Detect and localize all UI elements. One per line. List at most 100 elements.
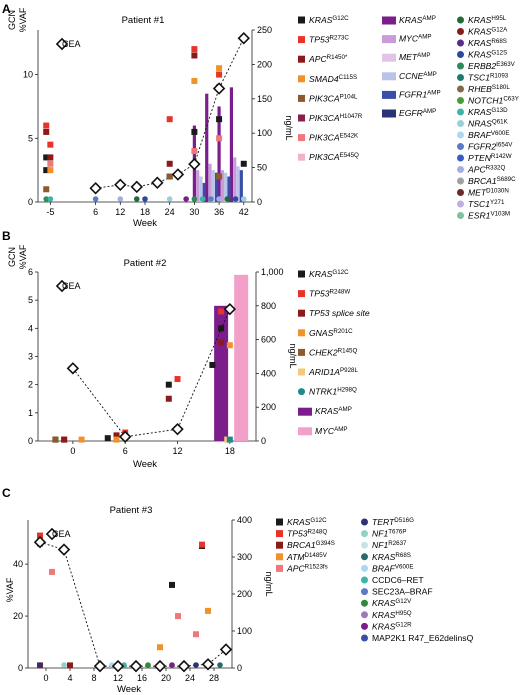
- legend-variant: AMP: [418, 34, 431, 41]
- legend-marker: [298, 407, 312, 416]
- panel-c-legend-item: KRASG12C: [276, 517, 327, 527]
- legend-label: NTRK1H298Q: [309, 387, 357, 397]
- legend-gene: KRAS: [287, 517, 311, 527]
- panel-a-cn-bar: [199, 176, 203, 202]
- legend-label: KRASR68S: [372, 552, 411, 562]
- panel-c-y2tick-label: 200: [237, 589, 252, 599]
- legend-gene: MYC: [399, 34, 419, 44]
- panel-c-y2tick-label: 0: [237, 663, 242, 673]
- legend-gene: SEC23A–BRAF: [372, 587, 433, 597]
- panel-a-cn-bar: [220, 170, 224, 202]
- panel-a-vaf-point: [47, 167, 54, 174]
- legend-marker: [298, 75, 305, 83]
- legend-gene: TP53 splice site: [309, 308, 370, 318]
- legend-label: TP53R273C: [309, 35, 349, 45]
- legend-marker: [457, 39, 464, 47]
- legend-marker: [382, 109, 396, 118]
- legend-label: MYCAMP: [399, 34, 432, 44]
- panel-c-ylabel: %VAF: [5, 577, 15, 602]
- panel-b-ytick-label: 3: [28, 352, 33, 362]
- panel-b-y2tick-label: 400: [261, 368, 276, 378]
- legend-label: KRASG12R: [372, 621, 412, 631]
- legend-variant: R332Q: [486, 165, 506, 172]
- legend-gene: RHEB: [468, 84, 492, 94]
- legend-variant: S689C: [497, 176, 516, 183]
- legend-variant: G13D: [491, 107, 508, 114]
- legend-variant: G12A: [491, 27, 508, 34]
- panel-a-vaf-point: [166, 173, 173, 180]
- panel-c-legend-item: KRASG12R: [361, 621, 412, 631]
- legend-variant: D1485V: [305, 552, 328, 559]
- panel-c-cea-legend-marker: [45, 527, 59, 541]
- panel-c-vaf-point: [49, 568, 55, 575]
- panel-a-vaf-point: [191, 148, 198, 155]
- legend-marker: [457, 143, 464, 150]
- legend-variant: I654V: [496, 142, 513, 149]
- legend-variant: R68S: [395, 552, 410, 559]
- panel-a-vaf-point: [47, 154, 54, 161]
- legend-gene: KRAS: [399, 15, 423, 25]
- panel-a-cea-marker: [89, 182, 102, 195]
- legend-gene: NOTCH1: [468, 96, 504, 106]
- legend-gene: TERT: [372, 517, 395, 527]
- panel-c-cea-legend-label: CEA: [52, 529, 71, 539]
- legend-label: ESR1V103M: [468, 211, 510, 221]
- panel-a-legend-item: METAMP: [382, 52, 431, 62]
- legend-marker: [298, 114, 305, 122]
- legend-label: SMAD4C115S: [309, 74, 357, 84]
- panel-c-baseline-dot: [61, 662, 67, 668]
- panel-a-vaf-point: [43, 122, 50, 129]
- panel-a-cn-bar: [217, 106, 221, 202]
- legend-variant: T676P: [388, 529, 406, 536]
- panel-a-xtick-label: 36: [214, 207, 224, 217]
- panel-b-y2tick-label: 200: [261, 402, 276, 412]
- panel-c-xtick-label: 0: [43, 673, 48, 683]
- panel-a-vaf-point: [240, 160, 247, 167]
- legend-label: KRASAMP: [399, 15, 436, 25]
- legend-label: MYCAMP: [315, 426, 348, 436]
- legend-marker: [361, 622, 368, 630]
- legend-marker: [457, 177, 464, 185]
- panel-c-xtick-label: 28: [209, 673, 219, 683]
- panel-a-vaf-point: [216, 71, 223, 78]
- panel-c-legend-item: NF1R2637: [361, 540, 407, 550]
- panel-a-vaf-point: [43, 167, 50, 174]
- panel-c-cea-marker: [153, 659, 167, 673]
- legend-label: TSC1R1093: [468, 73, 509, 83]
- legend-variant: G12S: [491, 50, 507, 57]
- panel-c-ytick-label: 20: [13, 611, 23, 621]
- panel-c-xtick-label: 4: [67, 673, 72, 683]
- legend-variant: AMP: [422, 15, 435, 22]
- panel-a-cn-bar: [236, 166, 240, 202]
- panel-c-xtick-label: 24: [185, 673, 195, 683]
- legend-gene: KRAS: [372, 552, 396, 562]
- legend-variant: R248W: [330, 289, 351, 296]
- legend-gene: KRAS: [468, 15, 492, 25]
- legend-variant: V103M: [490, 211, 510, 218]
- panel-a-legend-item: FGFR2I654V: [457, 142, 513, 152]
- panel-c-baseline-dot: [169, 662, 175, 668]
- legend-gene: MAP2K1 R47_E62delinsQ: [372, 633, 474, 643]
- legend-variant: D1030N: [486, 188, 509, 195]
- legend-marker: [457, 74, 464, 81]
- panel-a-baseline-dot: [191, 196, 198, 202]
- legend-marker: [382, 16, 396, 25]
- legend-variant: P104L: [340, 93, 358, 100]
- panel-c-xlabel: Week: [117, 684, 141, 695]
- panel-c-y2label: ng/mL: [264, 571, 274, 596]
- panel-b-y2tick-label: 600: [261, 335, 276, 345]
- panel-a-legend-item: KRASG12C: [298, 15, 349, 25]
- legend-gene: TP53: [287, 529, 308, 539]
- panel-a-title: Patient #1: [122, 15, 165, 26]
- panel-b-vaf-point: [165, 381, 172, 388]
- legend-label: KRASR68S: [468, 38, 507, 48]
- panel-a-y2tick-label: 100: [257, 128, 272, 138]
- legend-gene: PIK3CA: [309, 113, 340, 123]
- panel-a-vaf-point: [166, 116, 173, 123]
- panel-a-cn-bar: [229, 87, 234, 202]
- panel-a-vaf-point: [216, 116, 223, 123]
- legend-gene: NTRK1: [309, 387, 337, 397]
- panel-b-legend-item: GNASR201C: [298, 328, 353, 338]
